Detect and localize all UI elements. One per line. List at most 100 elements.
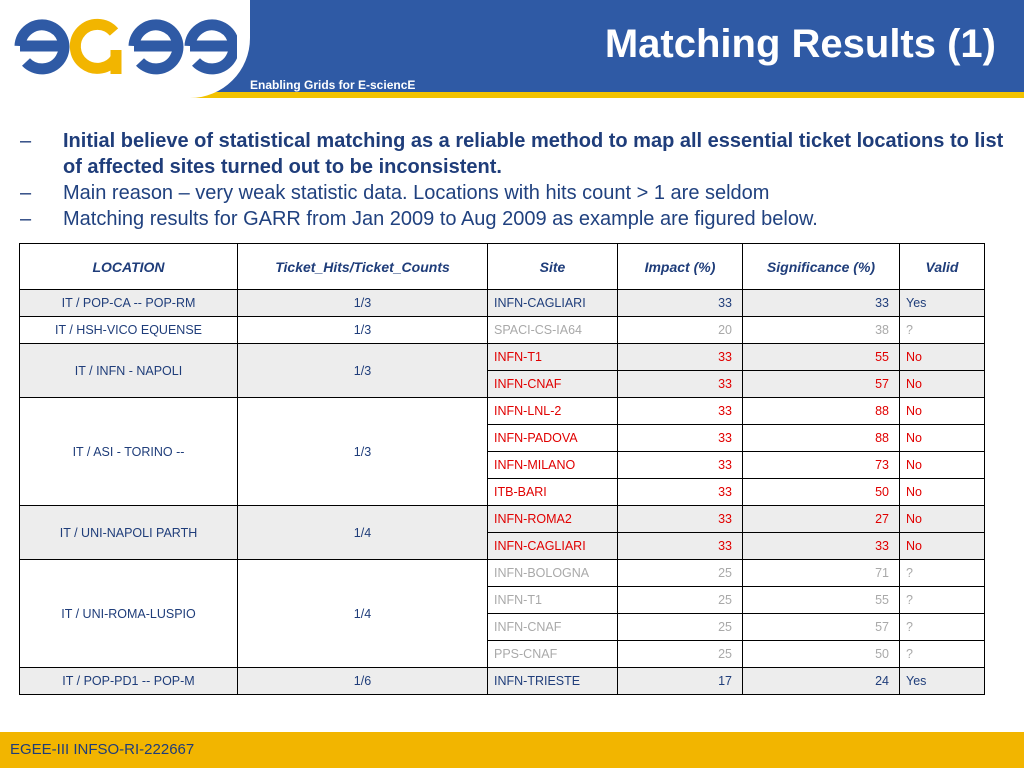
valid-cell: No <box>899 451 985 479</box>
impact-cell: 25 <box>617 586 743 614</box>
ticket-ratio-cell: 1/4 <box>237 559 488 668</box>
impact-cell: 25 <box>617 613 743 641</box>
location-cell: IT / UNI-ROMA-LUSPIO <box>19 559 238 668</box>
site-cell: INFN-CAGLIARI <box>487 289 618 317</box>
impact-cell: 25 <box>617 559 743 587</box>
ticket-ratio-cell: 1/3 <box>237 397 488 506</box>
impact-cell: 33 <box>617 397 743 425</box>
ticket-ratio-cell: 1/4 <box>237 505 488 560</box>
valid-cell: No <box>899 532 985 560</box>
significance-cell: 33 <box>742 532 900 560</box>
significance-cell: 71 <box>742 559 900 587</box>
site-cell: INFN-T1 <box>487 343 618 371</box>
slide-title: Matching Results (1) <box>604 22 996 66</box>
logo-panel: egee <box>0 0 250 98</box>
header-stripe <box>0 92 1024 98</box>
valid-cell: ? <box>899 613 985 641</box>
valid-cell: No <box>899 478 985 506</box>
ticket-ratio-cell: 1/3 <box>237 316 488 344</box>
impact-cell: 25 <box>617 640 743 668</box>
site-cell: SPACI-CS-IA64 <box>487 316 618 344</box>
site-cell: INFN-CNAF <box>487 613 618 641</box>
table-row: ITB-BARI 33 50 No <box>20 478 985 506</box>
location-cell: IT / INFN - NAPOLI <box>19 343 238 398</box>
bullet-item: – Initial believe of statistical matching… <box>20 128 1010 180</box>
footer-text: EGEE-III INFSO-RI-222667 <box>10 741 195 758</box>
column-header-impact: Impact (%) <box>617 243 743 290</box>
valid-cell: No <box>899 397 985 425</box>
location-cell: IT / HSH-VICO EQUENSE <box>19 316 238 344</box>
significance-cell: 55 <box>742 586 900 614</box>
location-cell: IT / POP-PD1 -- POP-M <box>19 667 238 695</box>
significance-cell: 57 <box>742 370 900 398</box>
site-cell: PPS-CNAF <box>487 640 618 668</box>
table-header-row: LOCATION Ticket_Hits/Ticket_Counts Site … <box>19 243 985 290</box>
significance-cell: 73 <box>742 451 900 479</box>
impact-cell: 33 <box>617 370 743 398</box>
impact-cell: 33 <box>617 532 743 560</box>
ticket-ratio-cell: 1/3 <box>237 343 488 398</box>
table-row: PPS-CNAF 25 50? <box>20 640 985 668</box>
impact-cell: 33 <box>617 505 743 533</box>
valid-cell: No <box>899 424 985 452</box>
location-cell: IT / ASI - TORINO -- <box>19 397 238 506</box>
table-row: IT / POP-PD1 -- POP-M 1/6 INFN-TRIESTE 17 24… <box>19 667 985 695</box>
bullet-text: Initial believe of statistical matching … <box>63 130 1004 178</box>
table-row: IT / POP-CA -- POP-RM 1/3 INFN-CAGLIARI 33 3… <box>19 289 985 317</box>
table-row: INFN-PADOVA 33 88 No <box>20 424 985 452</box>
location-cell: IT / POP-CA -- POP-RM <box>19 289 238 317</box>
significance-cell: 38 <box>742 316 900 344</box>
site-cell: INFN-T1 <box>487 586 618 614</box>
footer-bar: EGEE-III INFSO-RI-222667 <box>0 732 1024 768</box>
table-row: IT / INFN - NAPOLI 1/3 INFN-T1 33 55 No <box>19 343 985 398</box>
bullet-dash: – <box>20 208 32 230</box>
significance-cell: 88 <box>742 424 900 452</box>
impact-cell: 33 <box>617 451 743 479</box>
significance-cell: 50 <box>742 478 900 506</box>
table-row: IT / UNI-NAPOLI PARTH 1/4 INFN-ROMA2 33 27 No <box>19 505 985 560</box>
valid-cell: Yes <box>899 667 985 695</box>
valid-cell: ? <box>899 640 985 668</box>
slide-header: egee Enabling Grids for E-sciencE Matchi… <box>0 0 1024 98</box>
column-header-valid: Valid <box>899 243 985 290</box>
significance-cell: 50 <box>742 640 900 668</box>
bullet-item: – Main reason – very weak statistic data.… <box>20 180 1010 206</box>
column-header-location: LOCATION <box>19 243 238 290</box>
site-cell: INFN-CNAF <box>487 370 618 398</box>
site-cell: INFN-BOLOGNA <box>487 559 618 587</box>
valid-cell: ? <box>899 316 985 344</box>
significance-cell: 57 <box>742 613 900 641</box>
results-body: IT / POP-CA -- POP-RM 1/3 INFN-CAGLIARI 33 3… <box>19 289 985 695</box>
column-header-ticket-ratio: Ticket_Hits/Ticket_Counts <box>237 243 488 290</box>
valid-cell: No <box>899 505 985 533</box>
valid-cell: No <box>899 370 985 398</box>
significance-cell: 24 <box>742 667 900 695</box>
results-table: LOCATION Ticket_Hits/Ticket_Counts Site … <box>19 243 985 695</box>
table-row: INFN-CAGLIARI 33 33 No <box>20 532 985 560</box>
site-cell: INFN-PADOVA <box>487 424 618 452</box>
significance-cell: 27 <box>742 505 900 533</box>
bullet-text: Matching results for GARR from Jan 2009 … <box>63 208 818 230</box>
ticket-ratio-cell: 1/6 <box>237 667 488 695</box>
significance-cell: 33 <box>742 289 900 317</box>
table-row: IT / HSH-VICO EQUENSE 1/3 SPACI-CS-IA64 20 3… <box>19 316 985 344</box>
site-cell: INFN-LNL-2 <box>487 397 618 425</box>
bullet-dash: – <box>20 182 32 204</box>
valid-cell: No <box>899 343 985 371</box>
site-cell: INFN-MILANO <box>487 451 618 479</box>
impact-cell: 33 <box>617 289 743 317</box>
ticket-ratio-cell: 1/3 <box>237 289 488 317</box>
site-cell: ITB-BARI <box>487 478 618 506</box>
location-cell: IT / UNI-NAPOLI PARTH <box>19 505 238 560</box>
bullet-list: – Initial believe of statistical matching… <box>20 128 1010 232</box>
valid-cell: Yes <box>899 289 985 317</box>
column-header-significance: Significance (%) <box>742 243 900 290</box>
site-cell: INFN-CAGLIARI <box>487 532 618 560</box>
column-header-site: Site <box>487 243 618 290</box>
bullet-item: – Matching results for GARR from Jan 2009… <box>20 206 1010 232</box>
impact-cell: 20 <box>617 316 743 344</box>
table-row: INFN-T1 25 55? <box>20 586 985 614</box>
bullet-dash: – <box>20 130 32 152</box>
site-cell: INFN-TRIESTE <box>487 667 618 695</box>
egee-logo: egee <box>14 18 237 75</box>
